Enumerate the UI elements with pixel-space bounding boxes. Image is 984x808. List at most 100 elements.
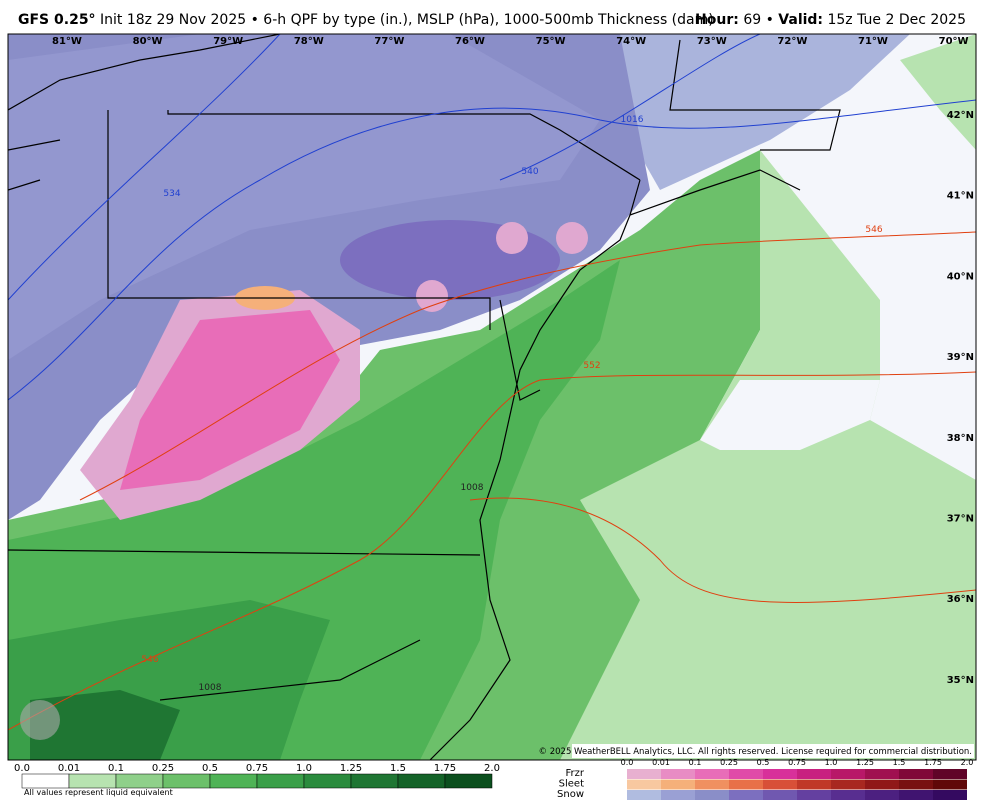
lat-label: 35°N: [947, 675, 974, 686]
rain-tick: 2.0: [484, 763, 500, 774]
type-tick: 0.25: [720, 758, 738, 767]
lon-label: 71°W: [858, 36, 888, 47]
lat-label: 36°N: [947, 594, 974, 605]
type-tick: 1.5: [893, 758, 906, 767]
header-right: Hour: 69 • Valid: 15z Tue 2 Dec 2025: [695, 12, 966, 28]
generated: 81°W 80°W 79°W 78°W 77°W 76°W 75°W 74°W 73°W 72°W…: [14, 36, 974, 800]
lat-label: 39°N: [947, 352, 974, 363]
rain-tick: 1.25: [340, 763, 362, 774]
type-swatch: [933, 790, 967, 800]
snow-edge: [8, 34, 600, 360]
rain-heaviest: [30, 690, 180, 760]
type-label: Snow: [557, 789, 584, 800]
type-swatch: [627, 769, 661, 779]
rain-swatch: [209, 773, 258, 789]
contour-label: 1008: [461, 483, 484, 493]
snow-heavy: [340, 220, 560, 300]
type-swatch: [627, 790, 661, 800]
type-swatch: [933, 769, 967, 779]
type-swatch: [899, 769, 933, 779]
map-frame: [7, 33, 977, 761]
type-swatch: [729, 769, 763, 779]
rain-tick: 1.0: [296, 763, 312, 774]
legend-note: All values represent liquid equivalent: [24, 788, 173, 797]
type-tick: 0.0: [621, 758, 634, 767]
hour: 69 •: [743, 12, 774, 28]
lon-label: 73°W: [697, 36, 727, 47]
type-swatch: [661, 769, 695, 779]
rain-tick: 1.5: [390, 763, 406, 774]
contour-label: 546: [141, 655, 158, 665]
model: GFS 0.25°: [18, 12, 96, 28]
type-swatch: [899, 779, 933, 790]
frzr-spot: [496, 222, 528, 254]
type-swatch: [729, 790, 763, 800]
lon-label: 75°W: [536, 36, 566, 47]
watermark: [20, 700, 60, 740]
rain-tick: 1.75: [434, 763, 456, 774]
lon-label: 78°W: [294, 36, 324, 47]
type-tick: 0.01: [652, 758, 670, 767]
lat-label: 37°N: [947, 514, 974, 525]
type-swatch: [797, 779, 831, 790]
type-swatch: [865, 779, 899, 790]
rain-light-ne: [900, 34, 976, 150]
copyright: © 2025 WeatherBELL Analytics, LLC. All r…: [539, 747, 972, 757]
valid: 15z Tue 2 Dec 2025: [827, 12, 966, 28]
contour-label: 540: [521, 167, 538, 177]
rain-swatch: [68, 773, 117, 789]
type-swatch: [831, 779, 865, 790]
dry: [700, 380, 880, 450]
lat-label: 40°N: [947, 271, 974, 282]
frzr: [120, 310, 340, 490]
hour-label: Hour:: [695, 12, 739, 28]
rain-swatch: [397, 773, 446, 789]
type-tick: 0.1: [689, 758, 702, 767]
type-swatch: [763, 779, 797, 790]
rain-swatch: [303, 773, 352, 789]
lat-label: 38°N: [947, 433, 974, 444]
snow-light: [600, 34, 910, 190]
type-tick: 1.25: [856, 758, 874, 767]
type-swatch: [695, 790, 729, 800]
lon-label: 72°W: [777, 36, 807, 47]
contour-label: 546: [865, 225, 882, 235]
type-tick: 0.5: [757, 758, 770, 767]
rain-swatch: [256, 773, 305, 789]
rain-tick: 0.0: [14, 763, 30, 774]
contour-label: 534: [163, 189, 180, 199]
type-tick: 0.75: [788, 758, 806, 767]
frzr-spot: [556, 222, 588, 254]
rain-light: [560, 150, 976, 760]
header-left: GFS 0.25° Init 18z 29 Nov 2025 • 6-h QPF…: [18, 12, 714, 28]
rain-tick: 0.75: [246, 763, 268, 774]
type-tick: 1.0: [825, 758, 838, 767]
borders: [8, 34, 841, 760]
type-swatch: [899, 790, 933, 800]
rain-tick: 0.1: [108, 763, 124, 774]
rain-swatch: [350, 773, 399, 789]
map: [8, 34, 976, 760]
description: Init 18z 29 Nov 2025 • 6-h QPF by type (…: [100, 12, 714, 28]
rain-swatch: [115, 773, 164, 789]
type-tick: 2.0: [961, 758, 974, 767]
rain-tick: 0.5: [202, 763, 218, 774]
rain-tick: 0.25: [152, 763, 174, 774]
contour-label: 1016: [621, 115, 644, 125]
type-swatch: [831, 769, 865, 779]
rain-swatch: [21, 773, 70, 789]
rain-swatch: [444, 773, 493, 789]
lon-label: 74°W: [616, 36, 646, 47]
type-swatch: [933, 779, 967, 790]
type-swatch: [695, 769, 729, 779]
type-swatch: [627, 779, 661, 790]
header: GFS 0.25° Init 18z 29 Nov 2025 • 6-h QPF…: [0, 0, 984, 34]
contour-label: 552: [583, 361, 600, 371]
valid-label: Valid:: [778, 12, 824, 28]
lon-label: 76°W: [455, 36, 485, 47]
type-swatch: [763, 790, 797, 800]
type-swatch: [763, 769, 797, 779]
lon-label: 70°W: [939, 36, 969, 47]
